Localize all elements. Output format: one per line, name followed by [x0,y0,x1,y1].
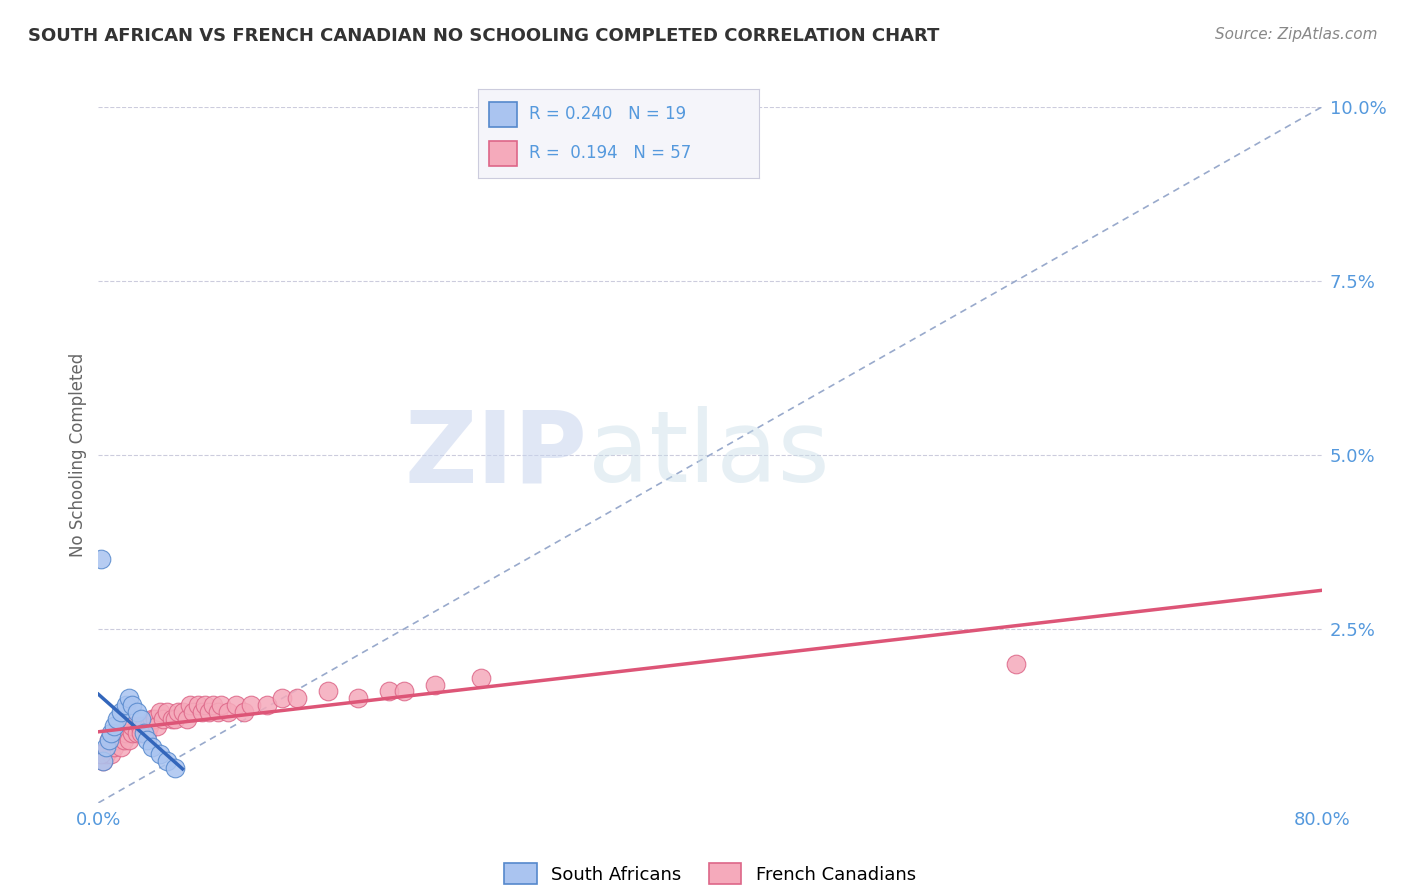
Point [91,754,114,768]
Point [100,747,122,761]
Point [179,698,201,713]
Point [176,712,198,726]
Point [112,733,135,747]
Point [94,747,117,761]
Point [240,698,263,713]
Text: atlas: atlas [588,407,830,503]
Point [91,754,114,768]
Point [145,719,167,733]
Point [163,761,186,775]
Point [285,691,308,706]
Point [121,719,143,733]
Text: R =  0.194   N = 57: R = 0.194 N = 57 [529,145,690,162]
Point [316,684,339,698]
Text: ZIP: ZIP [405,407,588,503]
Point [423,677,446,691]
Point [94,740,117,755]
Point [217,706,239,720]
Point [98,733,121,747]
Point [270,691,292,706]
Point [160,712,183,726]
Point [103,719,125,733]
Point [90,552,112,566]
Point [141,712,163,726]
Point [136,726,159,740]
Point [167,706,190,720]
Text: R = 0.240   N = 19: R = 0.240 N = 19 [529,105,686,123]
Point [105,733,128,747]
Point [163,712,186,726]
Point [470,671,492,685]
Point [110,740,132,755]
Point [156,706,179,720]
Point [129,726,152,740]
Text: Source: ZipAtlas.com: Source: ZipAtlas.com [1215,27,1378,42]
Legend: South Africans, French Canadians: South Africans, French Canadians [498,856,922,891]
Point [134,726,156,740]
Point [149,706,172,720]
Point [225,698,247,713]
Point [172,706,194,720]
Point [152,712,174,726]
Point [143,712,166,726]
Bar [489,102,517,127]
Point [134,719,156,733]
Point [378,684,401,698]
Point [115,726,138,740]
Point [98,733,121,747]
Point [100,726,122,740]
Point [156,754,179,768]
Point [392,684,416,698]
Bar [489,141,517,166]
Point [149,747,172,761]
Point [110,726,132,740]
Point [197,706,219,720]
Point [121,726,143,740]
Point [125,706,148,720]
Point [103,740,125,755]
Point [256,698,278,713]
Point [141,740,163,755]
Y-axis label: No Schooling Completed: No Schooling Completed [69,353,87,557]
Point [110,706,132,720]
Point [128,719,150,733]
Point [121,698,143,713]
Point [105,712,128,726]
Point [125,726,148,740]
Point [202,698,225,713]
Point [97,740,120,755]
Point [194,698,217,713]
Point [103,726,125,740]
Point [232,706,254,720]
Point [118,733,141,747]
Point [209,698,232,713]
Point [1004,657,1026,671]
Point [347,691,370,706]
Text: SOUTH AFRICAN VS FRENCH CANADIAN NO SCHOOLING COMPLETED CORRELATION CHART: SOUTH AFRICAN VS FRENCH CANADIAN NO SCHO… [28,27,939,45]
Point [207,706,229,720]
Point [138,719,160,733]
Point [118,691,141,706]
Point [181,706,204,720]
Point [187,698,209,713]
Point [90,747,112,761]
Point [191,706,214,720]
Point [107,726,129,740]
Point [115,698,138,713]
Point [129,712,152,726]
Point [136,733,159,747]
